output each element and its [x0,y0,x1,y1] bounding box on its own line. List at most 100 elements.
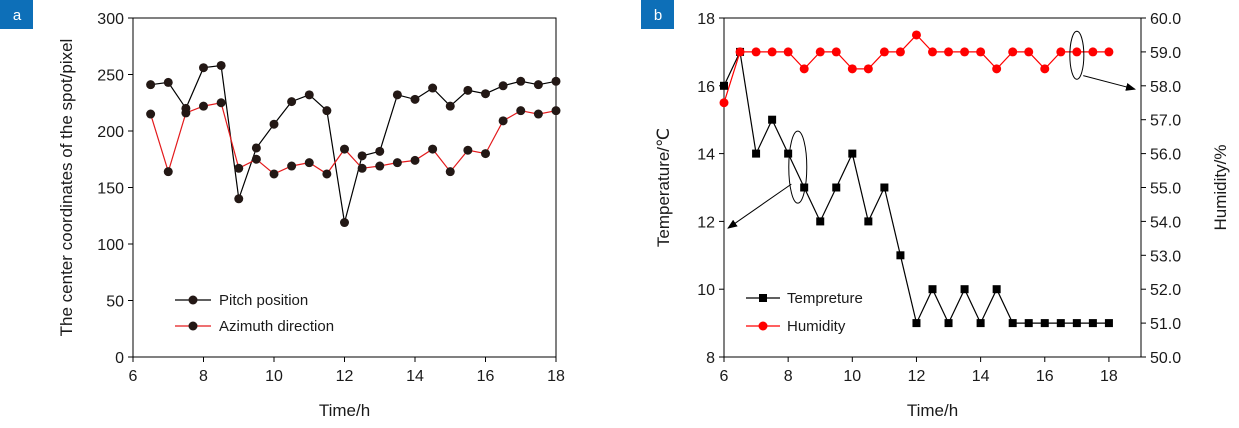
series-pitch-position-point [516,76,526,86]
series-humidity-point [847,64,857,74]
panel-b-right-y-tick-label: 51.0 [1150,316,1181,333]
series-tempreture-point [848,149,857,158]
panel-a-y-tick-label: 150 [97,181,124,198]
series-tempreture-point [768,115,777,124]
panel-a-frame [132,17,557,358]
panel-a-x-tick-label: 10 [265,368,283,385]
series-azimuth-direction-point [216,98,226,108]
series-pitch-position-point [551,76,561,86]
series-tempreture-line [723,49,1109,325]
panel-a-x-axis-label: Time/h [319,401,370,420]
series-pitch-position-point [481,89,490,99]
series-humidity-point [960,47,970,57]
panel-b-right-y-tick-label: 54.0 [1150,214,1181,231]
series-azimuth-direction-point [251,154,261,164]
series-pitch-position-point [375,146,385,156]
series-tempreture-point [1088,319,1097,328]
panel-b-x-tick-label: 10 [843,368,861,385]
series-azimuth-direction-point [428,144,438,154]
panel-a-y-tick-label: 100 [97,237,124,254]
series-tempreture-point [944,319,953,328]
panel-a-x-tick-label: 18 [547,368,565,385]
panel-a-y-tick-label: 300 [97,11,124,28]
series-azimuth-direction-point [199,101,208,111]
series-pitch-position-point [533,80,543,90]
series-humidity-point [1056,47,1066,57]
series-pitch-position-point [410,94,420,104]
panel-b-right-y-tick-label: 56.0 [1150,147,1181,164]
series-humidity-point [1008,47,1018,57]
series-humidity-point [911,30,921,40]
series-azimuth-direction-point [357,163,367,173]
series-tempreture-point [1008,319,1017,328]
series-pitch-position-point [251,143,261,153]
panel-b-right-y-tick-label: 55.0 [1150,181,1181,198]
panel-b-x-tick-label: 18 [1100,368,1118,385]
panel-a-x-tick-label: 8 [199,368,208,385]
series-pitch-position-point [304,90,314,100]
series-tempreture-point [784,149,793,158]
series-azimuth-direction-point [551,106,561,116]
series-humidity-point [992,64,1002,74]
series-azimuth-direction-point [234,163,244,173]
legend-b-marker [759,294,767,302]
series-azimuth-direction-point [463,145,473,155]
series-azimuth-direction-point [269,169,279,179]
series-azimuth-direction-point [287,161,297,171]
panel-b-x-tick-label: 16 [1036,368,1054,385]
humidity-annotation-ellipse [1069,30,1085,80]
panel-a-x-tick-label: 16 [477,368,495,385]
series-tempreture-point [720,81,728,90]
panel-b-left-y-tick-label: 8 [706,350,715,367]
series-tempreture-point [928,285,937,294]
series-humidity-point [815,47,825,57]
series-pitch-position-point [146,80,156,90]
panel-b-x-tick-label: 6 [720,368,729,385]
panel-b-x-tick-label: 14 [972,368,990,385]
legend-a-label: Azimuth direction [219,318,334,335]
panel-b-right-y-tick-label: 58.0 [1150,79,1181,96]
series-tempreture-point [976,319,985,328]
panel-a-x-tick-label: 6 [129,368,138,385]
panel-a-badge [0,0,33,29]
series-humidity-point [1088,47,1098,57]
series-humidity-point [863,64,873,74]
panel-a-x-tick-label: 12 [336,368,354,385]
humidity-annotation-arrow [1083,75,1136,91]
panel-b-right-y-tick-label: 57.0 [1150,113,1181,130]
series-humidity-point [751,47,761,57]
series-humidity-point [928,47,937,57]
series-pitch-position-point [322,106,332,116]
series-tempreture-point [1072,319,1081,328]
series-pitch-position-point [287,97,297,107]
legend-a-label: Pitch position [219,292,308,309]
series-pitch-position-point [163,77,173,87]
panel-b-right-y-tick-label: 53.0 [1150,248,1181,265]
series-humidity-point [719,98,729,108]
series-pitch-position-point [498,81,508,91]
series-pitch-position-point [216,60,226,70]
series-tempreture-point [752,149,761,158]
series-azimuth-direction-point [322,169,332,179]
series-tempreture-point [960,285,969,294]
series-humidity-point [831,47,841,57]
series-humidity-point [1040,64,1050,74]
series-pitch-position-point [463,85,473,95]
series-tempreture-point [832,183,841,192]
series-pitch-position-point [445,101,455,111]
series-humidity-point [783,47,793,57]
series-tempreture-point [800,183,809,192]
panel-a-y-tick-label: 250 [97,68,124,85]
series-azimuth-direction-point [304,158,314,168]
panel-b-right-y-axis-label: Humidity/% [1211,145,1230,231]
panel-b-right-y-tick-label: 60.0 [1150,11,1181,28]
panel-b-left-y-tick-label: 18 [697,11,715,28]
series-tempreture-point [1024,319,1033,328]
panel-b-badge [641,0,674,29]
temperature-annotation-arrow [727,183,792,229]
series-tempreture-point [880,183,889,192]
series-azimuth-direction-line [150,102,557,175]
series-humidity-point [799,64,809,74]
panel-b-x-tick-label: 8 [784,368,793,385]
